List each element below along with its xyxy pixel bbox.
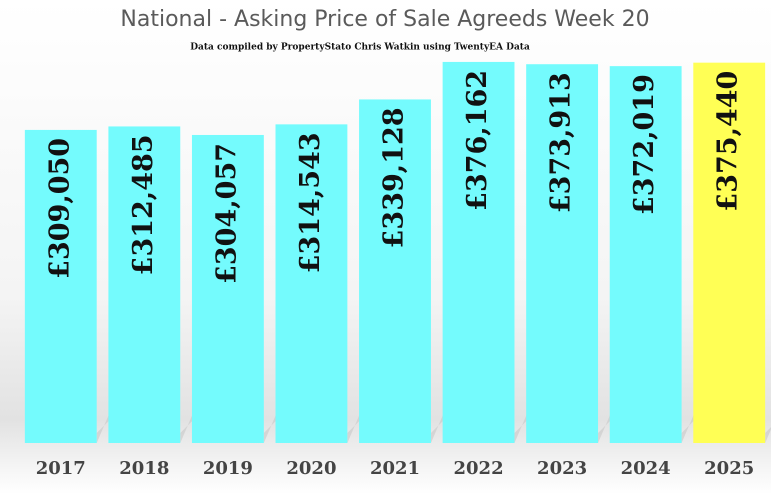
bar — [693, 62, 766, 444]
x-tick-label: 2020 — [286, 458, 336, 479]
value-label: £372,019 — [629, 74, 660, 215]
bar — [359, 99, 431, 444]
value-label: £373,913 — [546, 72, 577, 213]
bar — [191, 134, 264, 444]
value-label: £376,162 — [462, 70, 493, 211]
chart-subtitle: Data compiled by PropertyStato Chris Wat… — [190, 43, 530, 53]
value-label: £314,543 — [295, 132, 326, 273]
bar — [526, 64, 599, 443]
x-tick-label: 2024 — [621, 458, 671, 479]
bar — [24, 129, 97, 443]
value-label: £375,440 — [713, 71, 744, 212]
bar — [442, 61, 515, 443]
bar — [108, 126, 181, 444]
chart-title: National - Asking Price of Sale Agreeds … — [120, 7, 649, 32]
x-tick-label: 2018 — [119, 458, 169, 479]
value-label: £309,050 — [44, 138, 75, 279]
x-tick-label: 2022 — [454, 458, 504, 479]
x-tick-label: 2025 — [704, 458, 754, 479]
value-label: £339,128 — [379, 107, 410, 248]
value-label: £304,057 — [211, 143, 242, 284]
x-tick-label: 2021 — [370, 458, 420, 479]
x-tick-label: 2023 — [537, 458, 587, 479]
bar — [609, 66, 682, 443]
x-tick-label: 2019 — [203, 458, 253, 479]
bar — [275, 124, 348, 443]
bar-shadow — [765, 427, 771, 443]
x-tick-label: 2017 — [36, 458, 86, 479]
value-label: £312,485 — [128, 134, 159, 275]
